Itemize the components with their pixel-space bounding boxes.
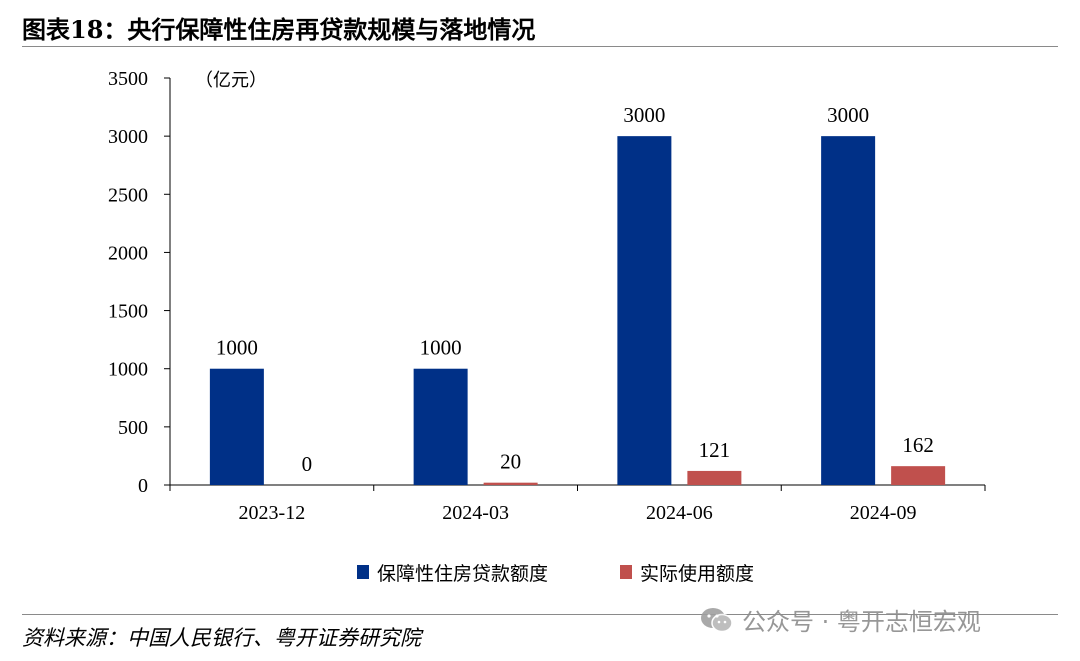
y-tick-label: 3000 <box>108 126 148 148</box>
x-axis: 2023-12 2024-03 2024-06 2024-09 <box>169 484 986 524</box>
y-tick-group: 0 500 1000 1500 2000 2500 3000 3500 <box>108 68 170 497</box>
data-label-series-2: 20 <box>500 450 521 474</box>
figure-title: 图表18：央行保障性住房再贷款规模与落地情况 <box>22 15 536 44</box>
x-tick-group: 2023-12 2024-03 2024-06 2024-09 <box>169 485 986 524</box>
bar-group <box>209 136 946 485</box>
data-label-series-2: 0 <box>302 452 313 476</box>
bar-chart: 0 500 1000 1500 2000 2500 3000 3500 2023-12 2024… <box>108 68 986 585</box>
legend: 保障性住房贷款额度 实际使用额度 <box>357 563 754 585</box>
bar-series-1 <box>617 136 672 485</box>
data-label-series-1: 3000 <box>623 103 665 127</box>
wechat-icon <box>701 607 733 632</box>
x-tick-label: 2024-06 <box>646 502 713 524</box>
y-tick-label: 0 <box>138 475 148 497</box>
legend-swatch-series-1 <box>357 565 369 579</box>
y-tick-label: 1500 <box>108 301 148 323</box>
y-tick-label: 2500 <box>108 184 148 206</box>
data-label-series-1: 3000 <box>827 103 869 127</box>
bar-series-2 <box>891 466 946 485</box>
legend-label-series-2: 实际使用额度 <box>640 563 754 585</box>
x-tick-label: 2024-09 <box>850 502 917 524</box>
data-label-series-1: 1000 <box>420 336 462 360</box>
bar-series-1 <box>821 136 876 485</box>
source-note: 资料来源：中国人民银行、粤开证券研究院 <box>22 626 421 650</box>
footer-divider <box>22 614 1058 615</box>
data-label-series-2: 162 <box>902 433 934 457</box>
watermark: 公众号 · 粤开志恒宏观 <box>700 602 981 637</box>
data-label-series-1: 1000 <box>216 336 258 360</box>
x-tick-label: 2024-03 <box>442 502 509 524</box>
y-tick-label: 1000 <box>108 359 148 381</box>
data-label-series-2: 121 <box>699 438 731 462</box>
bar-series-1 <box>209 368 264 485</box>
bar-series-1 <box>413 368 468 485</box>
y-tick-label: 2000 <box>108 242 148 264</box>
legend-label-series-1: 保障性住房贷款额度 <box>377 563 548 585</box>
x-tick-label: 2023-12 <box>239 502 306 524</box>
title-divider <box>22 46 1058 47</box>
y-tick-label: 500 <box>118 417 148 439</box>
bar-series-2 <box>687 470 742 485</box>
bar-series-2 <box>483 482 538 485</box>
y-unit-label: （亿元） <box>195 70 267 91</box>
data-label-group: 1000 1000 3000 3000 0 20 121 162 <box>216 103 934 476</box>
y-tick-label: 3500 <box>108 68 148 90</box>
legend-swatch-series-2 <box>620 565 632 579</box>
watermark-text: 公众号 · 粤开志恒宏观 <box>742 608 981 636</box>
y-axis: 0 500 1000 1500 2000 2500 3000 3500 <box>108 68 171 497</box>
